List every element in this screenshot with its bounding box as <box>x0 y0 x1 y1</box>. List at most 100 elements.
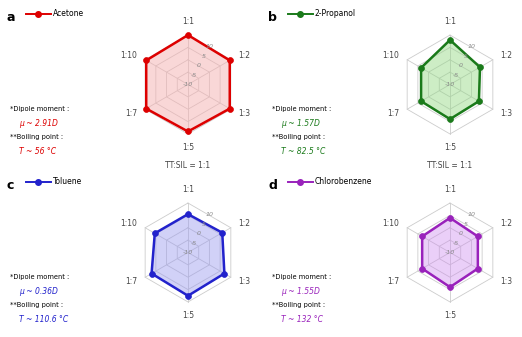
Text: 1:5: 1:5 <box>182 311 194 320</box>
Text: 1:5: 1:5 <box>444 311 456 320</box>
Text: 1:7: 1:7 <box>125 277 137 286</box>
Text: TT:SIL = 1:1: TT:SIL = 1:1 <box>428 0 472 2</box>
Text: *Dipole moment :: *Dipole moment : <box>10 106 69 113</box>
Polygon shape <box>422 218 478 287</box>
Text: 1:1: 1:1 <box>182 185 194 194</box>
Text: *Dipole moment :: *Dipole moment : <box>10 274 69 280</box>
Text: c: c <box>6 179 14 192</box>
Text: 0: 0 <box>197 231 201 236</box>
Point <box>142 58 150 63</box>
Text: μ ~ 2.91D: μ ~ 2.91D <box>19 119 58 128</box>
Text: Chlorobenzene: Chlorobenzene <box>315 177 372 186</box>
Text: 1:3: 1:3 <box>239 109 251 118</box>
Text: **Boiling point :: **Boiling point : <box>272 302 325 308</box>
Point <box>446 284 454 290</box>
Text: 1:3: 1:3 <box>501 277 513 286</box>
Polygon shape <box>421 40 480 119</box>
Text: 1:1: 1:1 <box>444 185 456 194</box>
Text: -5: -5 <box>191 72 197 78</box>
Text: 5: 5 <box>203 54 206 59</box>
Point <box>226 58 234 63</box>
Text: 5: 5 <box>465 222 468 227</box>
Text: 1:5: 1:5 <box>182 143 194 152</box>
Point <box>446 37 454 43</box>
Text: 1:10: 1:10 <box>383 219 399 228</box>
Text: TT:SIL = 1:1: TT:SIL = 1:1 <box>428 161 472 170</box>
Text: -10: -10 <box>445 250 455 255</box>
Text: μ ~ 1.57D: μ ~ 1.57D <box>281 119 320 128</box>
Text: -10: -10 <box>183 250 193 255</box>
Text: 10: 10 <box>206 212 213 217</box>
Point <box>184 129 192 134</box>
Text: 10: 10 <box>468 212 476 217</box>
Text: 1:10: 1:10 <box>121 219 137 228</box>
Point <box>220 271 229 276</box>
Point <box>142 106 150 111</box>
Text: 1:5: 1:5 <box>444 143 456 152</box>
Point <box>446 117 454 122</box>
Text: T ~ 56 °C: T ~ 56 °C <box>19 147 56 156</box>
Text: 2-Propanol: 2-Propanol <box>315 9 356 18</box>
Text: 1:3: 1:3 <box>501 109 513 118</box>
Text: -5: -5 <box>453 72 458 78</box>
Text: *Dipole moment :: *Dipole moment : <box>272 106 331 113</box>
Point <box>184 32 192 38</box>
Text: b: b <box>268 11 277 24</box>
Text: 1:2: 1:2 <box>239 219 251 228</box>
Point <box>184 211 192 217</box>
Text: 1:7: 1:7 <box>387 109 399 118</box>
Text: 10: 10 <box>468 44 476 49</box>
Text: 1:2: 1:2 <box>239 51 251 60</box>
Text: T ~ 132 °C: T ~ 132 °C <box>281 315 323 324</box>
Text: 1:7: 1:7 <box>387 277 399 286</box>
Text: TT:SIL = 1:1: TT:SIL = 1:1 <box>165 161 210 170</box>
Text: Acetone: Acetone <box>53 9 84 18</box>
Text: TT:SIL = 1:1: TT:SIL = 1:1 <box>165 0 210 2</box>
Point <box>151 231 159 236</box>
Text: 1:2: 1:2 <box>501 219 513 228</box>
Point <box>474 98 483 104</box>
Text: 1:2: 1:2 <box>501 51 513 60</box>
Text: μ ~ 0.36D: μ ~ 0.36D <box>19 287 58 296</box>
Text: T ~ 110.6 °C: T ~ 110.6 °C <box>19 315 68 324</box>
Polygon shape <box>146 35 230 131</box>
Text: 0: 0 <box>459 231 463 236</box>
Point <box>446 215 454 220</box>
Text: 1:10: 1:10 <box>383 51 399 60</box>
Text: 1:10: 1:10 <box>121 51 137 60</box>
Point <box>476 64 484 70</box>
Text: -5: -5 <box>191 241 197 246</box>
Point <box>417 65 425 70</box>
Text: 10: 10 <box>206 44 213 49</box>
Point <box>473 266 482 271</box>
Point <box>226 106 234 111</box>
Text: 0: 0 <box>459 63 463 68</box>
Text: 1:1: 1:1 <box>444 17 456 26</box>
Text: 5: 5 <box>203 222 206 227</box>
Text: 1:3: 1:3 <box>239 277 251 286</box>
Text: 1:1: 1:1 <box>182 17 194 26</box>
Text: -10: -10 <box>183 82 193 87</box>
Point <box>473 234 482 239</box>
Text: 0: 0 <box>197 63 201 68</box>
Point <box>147 271 156 276</box>
Text: *Dipole moment :: *Dipole moment : <box>272 274 331 280</box>
Text: -10: -10 <box>445 82 455 87</box>
Text: Toluene: Toluene <box>53 177 82 186</box>
Text: 5: 5 <box>465 54 468 59</box>
Point <box>418 234 426 239</box>
Point <box>218 230 227 236</box>
Text: **Boiling point :: **Boiling point : <box>10 302 63 308</box>
Text: T ~ 82.5 °C: T ~ 82.5 °C <box>281 147 325 156</box>
Point <box>418 266 426 271</box>
Text: 1:7: 1:7 <box>125 109 137 118</box>
Point <box>417 98 425 104</box>
Text: **Boiling point :: **Boiling point : <box>272 134 325 141</box>
Text: -5: -5 <box>453 241 458 246</box>
Text: **Boiling point :: **Boiling point : <box>10 134 63 141</box>
Text: μ ~ 1.55D: μ ~ 1.55D <box>281 287 320 296</box>
Text: a: a <box>6 11 15 24</box>
Text: d: d <box>268 179 277 192</box>
Polygon shape <box>151 214 224 296</box>
Point <box>184 293 192 299</box>
